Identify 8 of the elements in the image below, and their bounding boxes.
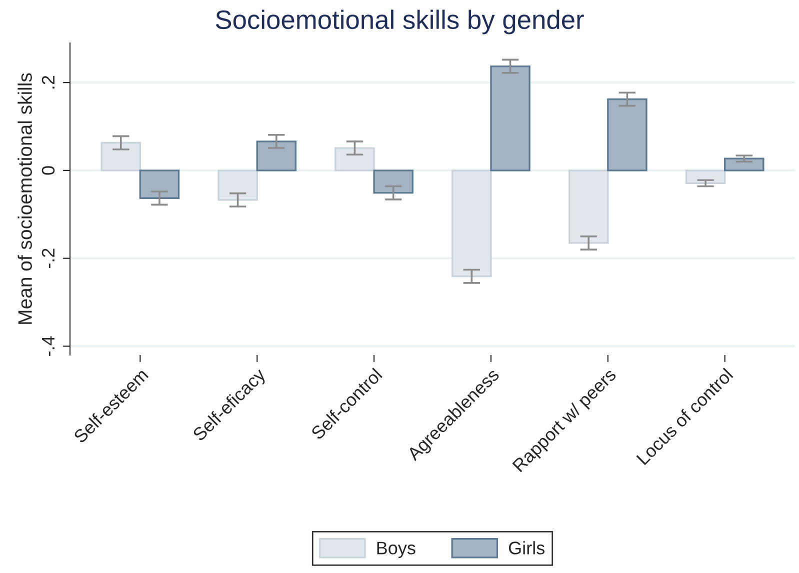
y-tick-label: -.4 <box>42 336 54 356</box>
y-axis-title: Mean of socioemotional skills <box>18 73 32 324</box>
y-tick-label: 0 <box>42 166 55 175</box>
legend-label: Girls <box>508 541 544 554</box>
y-tick-label: -.2 <box>42 248 54 268</box>
chart-title: Socioemotional skills by gender <box>216 10 584 34</box>
legend-label: Boys <box>377 542 416 558</box>
y-tick-label: .2 <box>42 76 54 88</box>
